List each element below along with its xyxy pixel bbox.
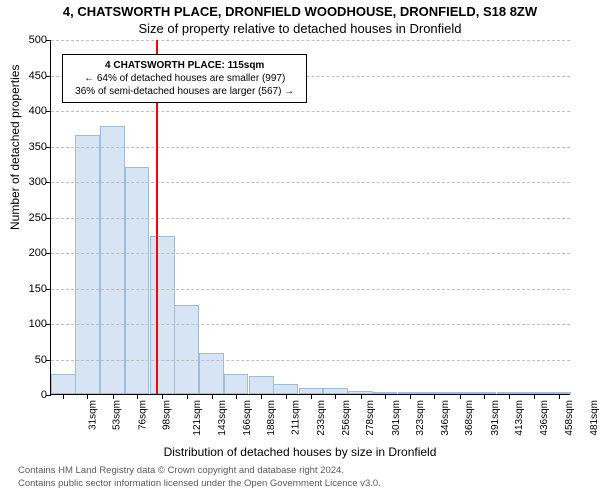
x-tick-label: 458sqm xyxy=(564,400,575,436)
x-tick-label: 436sqm xyxy=(539,400,550,436)
x-tick-mark xyxy=(187,394,188,399)
footer-line-1: Contains HM Land Registry data © Crown c… xyxy=(18,465,600,478)
x-tick-mark xyxy=(113,394,114,399)
x-tick-label: 256sqm xyxy=(341,400,352,436)
x-tick-label: 346sqm xyxy=(440,400,451,436)
x-tick-mark xyxy=(559,394,560,399)
histogram-bar xyxy=(273,384,298,394)
gridline xyxy=(51,324,570,325)
x-tick-mark xyxy=(261,394,262,399)
x-tick-mark xyxy=(361,394,362,399)
x-tick-label: 166sqm xyxy=(242,400,253,436)
x-tick-mark xyxy=(87,394,88,399)
x-tick-label: 211sqm xyxy=(291,400,302,435)
x-tick-mark xyxy=(534,394,535,399)
x-tick-label: 368sqm xyxy=(464,400,475,436)
y-axis-label: Number of detached properties xyxy=(8,65,22,230)
x-tick-label: 188sqm xyxy=(266,400,277,436)
page-title: 4, CHATSWORTH PLACE, DRONFIELD WOODHOUSE… xyxy=(0,0,600,19)
histogram-bar xyxy=(75,135,100,394)
histogram-bar xyxy=(249,376,274,394)
x-tick-mark xyxy=(484,394,485,399)
histogram-bar xyxy=(51,374,76,394)
annotation-box: 4 CHATSWORTH PLACE: 115sqm← 64% of detac… xyxy=(62,54,307,103)
annotation-line: 36% of semi-detached houses are larger (… xyxy=(69,85,300,98)
x-tick-label: 233sqm xyxy=(316,400,327,436)
footer-line-2: Contains public sector information licen… xyxy=(18,478,600,491)
x-tick-label: 323sqm xyxy=(415,400,426,436)
y-tick-label: 400 xyxy=(29,105,51,117)
x-tick-mark xyxy=(236,394,237,399)
gridline xyxy=(51,218,570,219)
gridline xyxy=(51,289,570,290)
footer: Contains HM Land Registry data © Crown c… xyxy=(0,465,600,491)
x-tick-label: 76sqm xyxy=(137,400,148,430)
chart-area: 05010015020025030035040045050031sqm53sqm… xyxy=(50,40,570,395)
gridline xyxy=(51,147,570,148)
x-tick-mark xyxy=(311,394,312,399)
x-tick-mark xyxy=(286,394,287,399)
histogram-bar xyxy=(150,236,175,394)
y-tick-label: 200 xyxy=(29,247,51,259)
y-tick-label: 50 xyxy=(35,354,51,366)
annotation-line: 4 CHATSWORTH PLACE: 115sqm xyxy=(69,59,300,72)
x-tick-label: 413sqm xyxy=(514,400,525,436)
x-tick-mark xyxy=(434,394,435,399)
x-tick-mark xyxy=(212,394,213,399)
x-tick-mark xyxy=(63,394,64,399)
gridline xyxy=(51,360,570,361)
y-tick-label: 350 xyxy=(29,141,51,153)
gridline xyxy=(51,111,570,112)
x-tick-label: 31sqm xyxy=(88,400,99,430)
page-subtitle: Size of property relative to detached ho… xyxy=(0,19,600,40)
x-tick-label: 143sqm xyxy=(217,400,228,436)
y-tick-label: 100 xyxy=(29,318,51,330)
histogram-bar xyxy=(100,126,125,394)
x-tick-label: 121sqm xyxy=(192,400,203,436)
plot-area: 05010015020025030035040045050031sqm53sqm… xyxy=(50,40,570,395)
gridline xyxy=(51,40,570,41)
histogram-bar xyxy=(174,305,199,394)
x-axis-label: Distribution of detached houses by size … xyxy=(0,445,600,459)
annotation-line: ← 64% of detached houses are smaller (99… xyxy=(69,72,300,85)
x-tick-label: 98sqm xyxy=(161,400,172,430)
gridline xyxy=(51,182,570,183)
x-tick-label: 481sqm xyxy=(589,400,600,436)
x-tick-label: 278sqm xyxy=(365,400,376,436)
histogram-bar xyxy=(224,374,249,394)
y-tick-label: 450 xyxy=(29,70,51,82)
x-tick-mark xyxy=(509,394,510,399)
y-tick-label: 300 xyxy=(29,176,51,188)
x-tick-label: 53sqm xyxy=(112,400,123,430)
y-tick-label: 500 xyxy=(29,34,51,46)
y-tick-label: 150 xyxy=(29,283,51,295)
x-tick-mark xyxy=(385,394,386,399)
y-tick-label: 250 xyxy=(29,212,51,224)
x-tick-label: 301sqm xyxy=(391,400,402,436)
x-tick-mark xyxy=(335,394,336,399)
y-tick-label: 0 xyxy=(41,389,51,401)
gridline xyxy=(51,253,570,254)
x-tick-mark xyxy=(137,394,138,399)
x-tick-mark xyxy=(162,394,163,399)
x-tick-mark xyxy=(460,394,461,399)
x-tick-mark xyxy=(410,394,411,399)
x-tick-label: 391sqm xyxy=(490,400,501,436)
